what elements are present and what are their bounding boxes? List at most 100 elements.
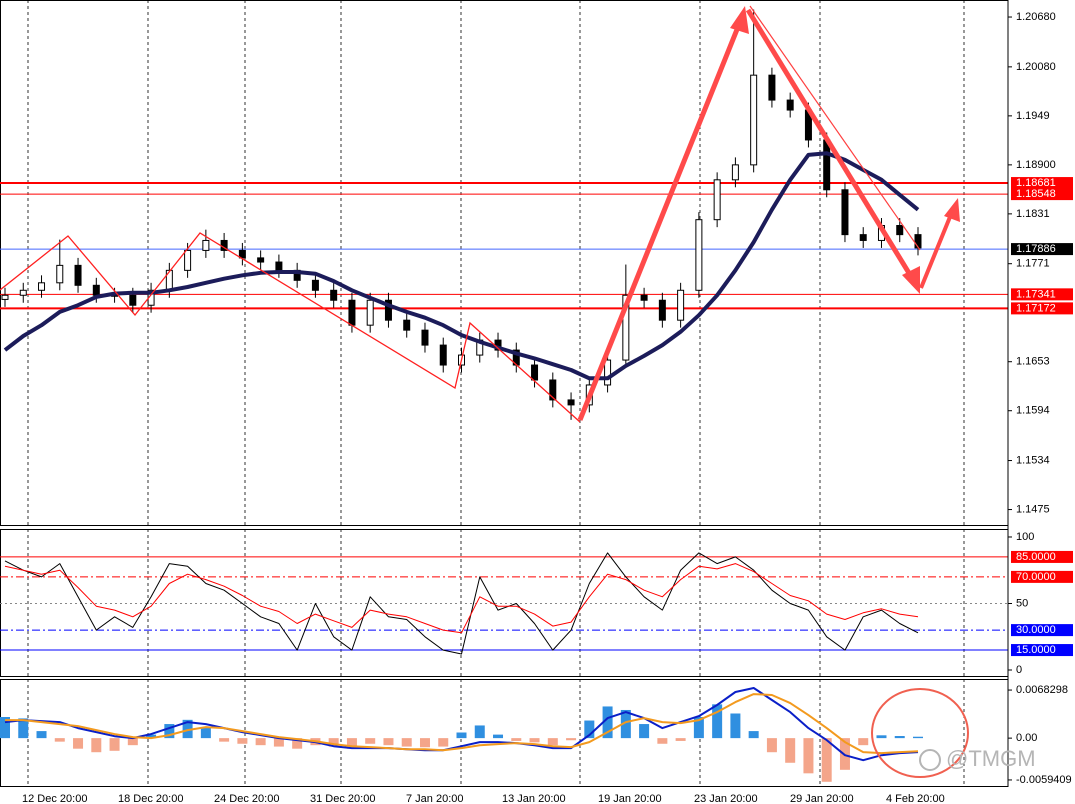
indicator-line <box>4 563 919 634</box>
watermark-icon <box>919 749 941 771</box>
price-label-box <box>1011 302 1073 315</box>
level-label-box <box>1011 624 1073 637</box>
level-label-box <box>1011 550 1073 563</box>
histogram-bar <box>292 738 303 749</box>
x-tick-label: 13 Jan 20:00 <box>502 793 566 804</box>
histogram-bar <box>712 704 723 739</box>
histogram-bar <box>401 738 412 747</box>
candle-body <box>311 279 319 291</box>
histogram-bar <box>164 724 175 739</box>
candle-body <box>786 99 794 111</box>
highlight-circle <box>871 688 969 778</box>
price-label-box <box>1011 177 1073 190</box>
candle-body <box>859 234 867 241</box>
candle-body <box>640 294 648 301</box>
candle-body <box>92 284 100 296</box>
level-label-box <box>1011 644 1073 657</box>
candle-body <box>74 264 82 286</box>
y-tick-label: 1.1831 <box>1016 208 1050 220</box>
histogram-bar <box>730 713 741 739</box>
trend-line <box>749 5 921 251</box>
histogram-bar <box>675 738 686 741</box>
candle-body <box>658 299 666 321</box>
histogram-bar <box>529 738 540 743</box>
x-tick-label: 4 Feb 20:00 <box>886 793 945 804</box>
candle-body <box>403 319 411 331</box>
indicator-line <box>4 687 919 762</box>
candle-body <box>238 249 246 259</box>
histogram-bar <box>493 734 504 739</box>
indicator-line <box>4 552 919 655</box>
y-tick-label: 0.0068298 <box>1016 684 1068 696</box>
x-tick-label: 7 Jan 20:00 <box>406 793 464 804</box>
histogram-bar <box>547 738 558 746</box>
histogram-bar <box>785 738 796 763</box>
x-tick-label: 19 Jan 20:00 <box>598 793 662 804</box>
histogram-bar <box>18 718 29 739</box>
candle-body <box>275 261 283 271</box>
price-label-box <box>1011 188 1073 201</box>
histogram-bar <box>273 738 284 747</box>
histogram-bar <box>73 738 84 749</box>
histogram-bar <box>894 736 905 739</box>
histogram-bar <box>913 736 923 739</box>
arrow-down <box>745 8 915 280</box>
arrow-head <box>730 6 749 34</box>
y-tick-label: 1.1534 <box>1016 454 1050 466</box>
histogram-bar <box>346 738 357 749</box>
x-tick-label: 29 Jan 20:00 <box>790 793 854 804</box>
candle-body <box>768 74 776 101</box>
y-tick-label: 1.18900 <box>1016 159 1056 171</box>
level-label-box <box>1011 570 1073 583</box>
candle-body <box>257 257 265 263</box>
histogram-bar <box>36 731 47 739</box>
candle-body <box>622 294 630 361</box>
candle-body <box>713 179 721 221</box>
x-tick-label: 31 Dec 20:00 <box>310 793 375 804</box>
x-tick-label: 12 Dec 20:00 <box>22 793 87 804</box>
indicator-line <box>3 151 920 381</box>
candle-body <box>202 239 210 251</box>
candle-body <box>421 329 429 346</box>
candle-body <box>750 74 758 166</box>
histogram-bar <box>657 738 668 744</box>
candle-body <box>841 189 849 236</box>
watermark: @TMGM <box>946 746 1036 771</box>
x-tick-label: 18 Dec 20:00 <box>118 793 183 804</box>
candle-body <box>677 289 685 321</box>
y-tick-label: 100 <box>1016 531 1034 543</box>
histogram-bar <box>474 725 485 739</box>
histogram-bar <box>328 738 339 747</box>
candle-body <box>384 299 392 321</box>
y-tick-label: 1.1475 <box>1016 503 1050 515</box>
histogram-bar <box>766 738 777 753</box>
histogram-bar <box>511 738 522 741</box>
level-label: 85.0000 <box>1016 551 1056 563</box>
zigzag <box>0 232 581 423</box>
y-tick-label: 1.1771 <box>1016 258 1050 270</box>
candle-body <box>56 264 64 284</box>
price-label: 1.17172 <box>1016 302 1056 314</box>
histogram-bar <box>255 738 266 746</box>
candle-body <box>567 399 575 406</box>
y-tick-label: 1.20680 <box>1016 11 1056 23</box>
histogram-bar <box>219 738 230 742</box>
level-label: 70.0000 <box>1016 571 1056 583</box>
candle-body <box>1 294 9 300</box>
histogram-bar <box>566 738 577 741</box>
candle-body <box>823 139 831 191</box>
histogram-bar <box>54 738 65 742</box>
histogram-bar <box>693 717 704 739</box>
histogram-bar <box>639 724 650 739</box>
annotations: @TMGM <box>0 5 1036 778</box>
histogram-bar <box>91 738 102 753</box>
price-label: 1.17886 <box>1016 243 1056 255</box>
level-label: 30.0000 <box>1016 624 1056 636</box>
arrow-rebound <box>919 211 954 289</box>
histogram-bar <box>419 738 430 748</box>
candle-body <box>896 224 904 236</box>
indicator-line <box>5 693 919 755</box>
y-tick-label: 0.00 <box>1016 732 1037 744</box>
histogram-bar <box>438 738 449 747</box>
